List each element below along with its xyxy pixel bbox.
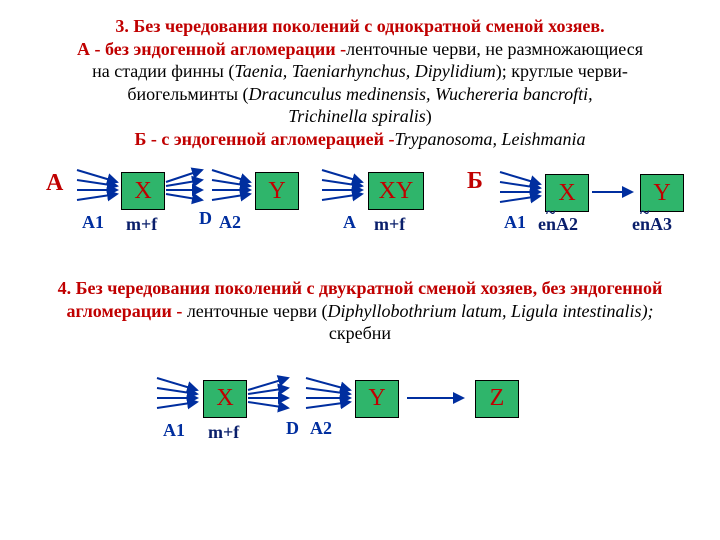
s4-plain3: скребни xyxy=(329,323,391,343)
section3-text: 3. Без чередования поколений с однократн… xyxy=(20,15,700,150)
s3-b-bold: Б - с эндогенной агломерацией - xyxy=(134,129,394,149)
lblB-A1: A1 xyxy=(504,212,526,233)
s3-a-it1: Taenia, Taeniarhynchus, Dipylidium xyxy=(234,61,495,81)
lblA-A2: A2 xyxy=(219,212,241,233)
s4-it: Diphyllobothrium latum, Ligula intestina… xyxy=(328,301,642,321)
arrows-fan-4-1 xyxy=(155,372,201,416)
s3-a-r1: ленточные черви, не размножающиеся xyxy=(346,39,643,59)
lbl4-A2: A2 xyxy=(310,418,332,439)
arrow-4-YtoZ xyxy=(405,390,471,406)
lbl4-A1: A1 xyxy=(163,420,185,441)
s4-b1: 4. Без чередования поколений с двукратно… xyxy=(58,278,663,298)
section4-text: 4. Без чередования поколений с двукратно… xyxy=(20,277,700,345)
diagA-letter: А xyxy=(46,170,63,197)
lblB-enA2: ~ enA2 xyxy=(538,214,578,235)
s3-a-it3: Trichinella spiralis xyxy=(288,106,426,126)
node4-Y: Y xyxy=(355,380,399,418)
s4-b2: агломерации - xyxy=(66,301,186,321)
nodeA-X: X xyxy=(121,172,165,210)
arrows-fan-A1 xyxy=(75,164,121,208)
arrows-fan-A-toXY xyxy=(320,164,366,208)
lbl4-D: D xyxy=(286,418,299,439)
s3-a-r2: на стадии финны ( xyxy=(92,61,234,81)
s3-a-r4: биогельминты ( xyxy=(127,84,248,104)
s3-b-it: Trypanosoma, Leishmania xyxy=(395,129,586,149)
s3-a-it2: Dracunculus medinensis, Wuchereria bancr… xyxy=(249,84,593,104)
s4-plain: ленточные черви ( xyxy=(187,301,328,321)
lblA-mf1: m+f xyxy=(126,214,157,235)
arrows-fan-4-XtoY xyxy=(246,372,354,416)
lblA-mf2: m+f xyxy=(374,214,405,235)
s3-a-r5: ) xyxy=(426,106,432,126)
s3-a-r3: ); круглые черви- xyxy=(496,61,628,81)
s4-plain2: ); xyxy=(642,301,654,321)
lblA-A: A xyxy=(343,212,356,233)
s3-heading: 3. Без чередования поколений с однократн… xyxy=(20,15,700,38)
diagram-row-1: А Б X Y XY X Y A1 m+ xyxy=(20,162,700,257)
diagB-letter: Б xyxy=(467,168,483,195)
lblB-enA3: ~ enA3 xyxy=(632,214,672,235)
s3-a-bold: А - без эндогенной агломерации - xyxy=(77,39,346,59)
diagram-row-2: X Y Z A1 m+f D A2 xyxy=(20,370,700,465)
arrow-B-XtoY xyxy=(590,184,638,200)
node4-X: X xyxy=(203,380,247,418)
lbl4-mf: m+f xyxy=(208,422,239,443)
nodeA-Y: Y xyxy=(255,172,299,210)
node4-Z: Z xyxy=(475,380,519,418)
nodeA-XY: XY xyxy=(368,172,424,210)
arrows-fan-B1 xyxy=(498,166,544,210)
lblA-D: D xyxy=(199,208,212,229)
arrows-fan-A-XtoY xyxy=(164,164,254,208)
lblA-A1: A1 xyxy=(82,212,104,233)
